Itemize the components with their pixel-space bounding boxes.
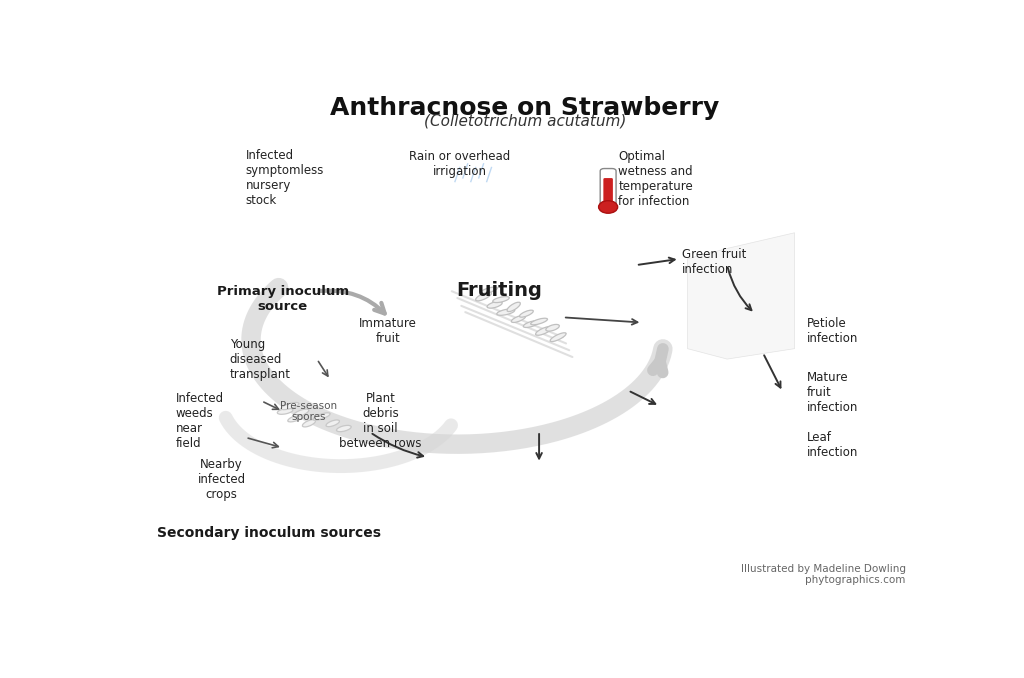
Text: Plant
debris
in soil
between rows: Plant debris in soil between rows (339, 392, 422, 450)
FancyBboxPatch shape (600, 169, 616, 207)
Text: Optimal
wetness and
temperature
for infection: Optimal wetness and temperature for infe… (618, 151, 693, 208)
Ellipse shape (293, 409, 309, 417)
Text: Young
diseased
transplant: Young diseased transplant (229, 338, 291, 381)
Ellipse shape (281, 403, 299, 410)
Text: Petiole
infection: Petiole infection (807, 317, 858, 345)
Text: Anthracnose on Strawberry: Anthracnose on Strawberry (330, 96, 720, 120)
Ellipse shape (288, 414, 305, 422)
Ellipse shape (536, 327, 552, 336)
Ellipse shape (497, 309, 515, 315)
Polygon shape (687, 233, 795, 359)
Text: Immature
fruit: Immature fruit (359, 317, 417, 345)
Ellipse shape (326, 420, 340, 426)
Ellipse shape (302, 420, 315, 427)
Text: Leaf
infection: Leaf infection (807, 431, 858, 459)
Text: (Colletotrichum acutatum): (Colletotrichum acutatum) (424, 114, 626, 129)
Text: Fruiting: Fruiting (457, 281, 543, 300)
Ellipse shape (546, 324, 559, 331)
Ellipse shape (493, 296, 509, 302)
Circle shape (599, 201, 617, 214)
Ellipse shape (511, 315, 525, 323)
Ellipse shape (313, 413, 330, 420)
Ellipse shape (278, 408, 293, 414)
Ellipse shape (550, 333, 566, 342)
Text: Mature
fruit
infection: Mature fruit infection (807, 371, 858, 414)
Text: Infected
weeds
near
field: Infected weeds near field (176, 392, 223, 450)
Ellipse shape (523, 321, 539, 327)
Text: Rain or overhead
irrigation: Rain or overhead irrigation (410, 151, 510, 178)
FancyBboxPatch shape (603, 178, 613, 205)
Ellipse shape (530, 318, 548, 325)
Text: Illustrated by Madeline Dowling
phytographics.com: Illustrated by Madeline Dowling phytogra… (740, 563, 905, 585)
Ellipse shape (519, 310, 534, 317)
Ellipse shape (507, 302, 520, 312)
Ellipse shape (337, 425, 351, 432)
Ellipse shape (487, 302, 502, 308)
Text: Secondary inoculum sources: Secondary inoculum sources (158, 526, 381, 540)
Text: Pre-season
spores: Pre-season spores (281, 401, 338, 422)
Text: Nearby
infected
crops: Nearby infected crops (198, 458, 246, 501)
Ellipse shape (475, 292, 492, 301)
Ellipse shape (481, 287, 498, 294)
Text: Primary inoculum
source: Primary inoculum source (217, 285, 349, 313)
Text: Infected
symptomless
nursery
stock: Infected symptomless nursery stock (246, 149, 324, 207)
Text: Green fruit
infection: Green fruit infection (682, 248, 746, 277)
